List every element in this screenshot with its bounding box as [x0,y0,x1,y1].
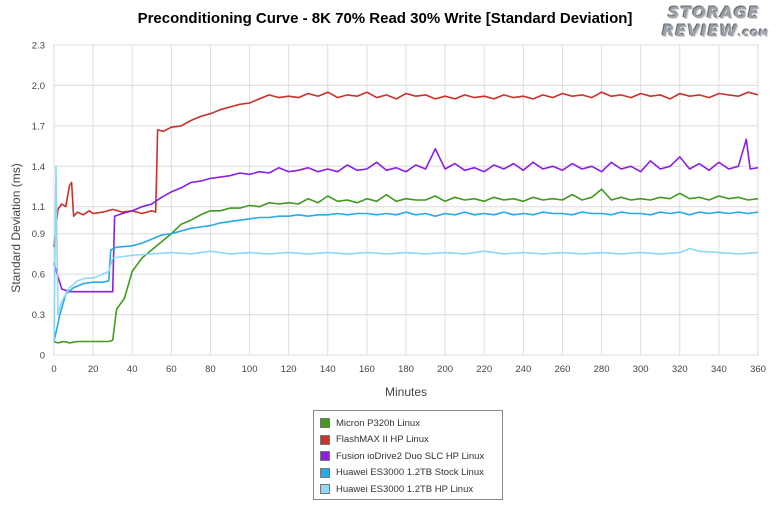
x-tick-label: 80 [205,364,216,375]
x-axis-label: Minutes [385,385,427,399]
x-tick-label: 140 [320,364,336,375]
legend-item: Huawei ES3000 1.2TB Stock Linux [320,465,484,481]
x-tick-label: 40 [127,364,138,375]
x-tick-label: 300 [633,364,649,375]
x-tick-label: 120 [281,364,297,375]
chart-legend: Micron P320h Linux FlashMAX II HP Linux Fu… [313,410,503,500]
legend-label: Micron P320h Linux [336,417,420,429]
series-line-2 [53,91,759,248]
y-tick-label: 1.1 [32,202,45,213]
y-tick-label: 2.3 [32,41,45,52]
x-tick-label: 240 [515,364,531,375]
series-lines [53,91,759,344]
x-tick-label: 220 [476,364,492,375]
line-chart: 0 20 40 60 80 100 120 140 160 180 200 220 240 260 280 3… [9,41,766,400]
series-line-3 [53,138,759,293]
y-tick-label: 1.4 [32,162,45,173]
legend-item: Fusion ioDrive2 Duo SLC HP Linux [320,448,484,464]
legend-label: FlashMAX II HP Linux [336,434,429,445]
x-tick-label: 160 [359,364,375,375]
x-tick-label: 100 [242,364,258,375]
series-line-4 [53,211,759,342]
series-line-1 [53,188,759,344]
legend-label: Huawei ES3000 1.2TB HP Linux [336,483,474,495]
legend-label: Huawei ES3000 1.2TB Stock Linux [336,467,484,478]
series-line-5 [53,165,759,342]
y-tick-label: 0.9 [32,229,45,240]
legend-swatch [320,451,330,461]
x-tick-label: 20 [88,364,99,375]
legend-item: FlashMAX II HP Linux [320,432,429,448]
legend-swatch [320,418,330,428]
axes: 0 20 40 60 80 100 120 140 160 180 200 220 240 260 280 3… [32,41,766,376]
legend-swatch [320,484,330,494]
legend-label: Fusion ioDrive2 Duo SLC HP Linux [336,450,485,462]
x-tick-label: 180 [398,364,414,375]
x-tick-label: 60 [166,364,177,375]
y-tick-label: 1.7 [32,121,45,132]
y-tick-label: 2.0 [32,81,45,92]
x-tick-label: 320 [672,364,688,375]
legend-item: Huawei ES3000 1.2TB HP Linux [320,481,473,497]
legend-item: Micron P320h Linux [320,415,420,431]
y-tick-label: 0.3 [32,310,45,321]
x-tick-label: 360 [750,364,766,375]
legend-swatch [320,467,330,478]
y-axis-label: Standard Deviation (ms) [9,163,23,292]
x-tick-label: 200 [437,364,453,375]
y-tick-label: 0.6 [32,270,45,281]
x-tick-label: 260 [555,364,571,375]
grid [53,44,759,356]
storagereview-logo: STORAGE REVIEW.COM [662,3,769,40]
x-tick-label: 340 [711,364,727,375]
y-tick-label: 0 [40,351,45,362]
legend-swatch [320,434,330,445]
chart-title: Preconditioning Curve - 8K 70% Read 30% … [137,10,633,27]
x-tick-label: 280 [594,364,610,375]
x-tick-label: 0 [51,364,56,375]
